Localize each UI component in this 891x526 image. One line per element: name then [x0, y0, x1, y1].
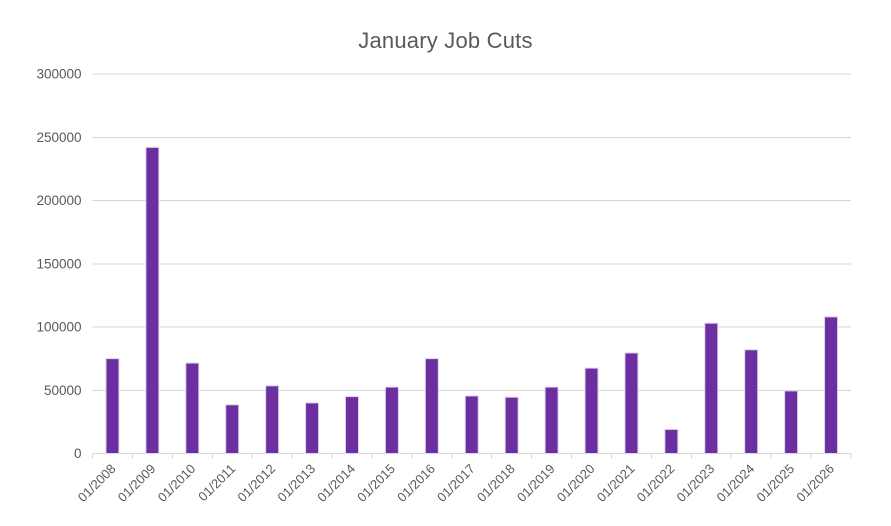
x-axis-tick-label: 01/2016: [394, 461, 438, 505]
bar-01/2009: [145, 146, 160, 454]
bar-01/2016: [424, 358, 439, 454]
x-axis-tick-label: 01/2017: [434, 461, 478, 505]
x-axis-tick-label: 01/2009: [115, 461, 159, 505]
x-axis-tick-label: 01/2014: [314, 461, 358, 505]
x-axis-tick-label: 01/2013: [274, 461, 318, 505]
x-axis-tick-label: 01/2015: [354, 461, 398, 505]
bar-01/2024: [744, 349, 759, 454]
bar-01/2019: [544, 386, 559, 454]
bar-01/2015: [384, 386, 399, 454]
bar-01/2013: [305, 402, 320, 454]
bar-01/2025: [784, 390, 799, 455]
x-axis-tick-label: 01/2023: [674, 461, 718, 505]
x-axis-tick-label: 01/2012: [234, 461, 278, 505]
bar-01/2014: [344, 396, 359, 455]
x-axis-tick-label: 01/2010: [155, 461, 199, 505]
bar-01/2021: [624, 352, 639, 454]
x-axis-tick-label: 01/2020: [554, 461, 598, 505]
y-axis-tick-label: 200000: [36, 193, 81, 208]
bar-01/2012: [265, 385, 280, 455]
y-axis-tick-label: 150000: [36, 256, 81, 271]
x-axis-tick-label: 01/2024: [713, 461, 757, 505]
bar-01/2008: [105, 358, 120, 454]
x-axis-tick-label: 01/2026: [793, 461, 837, 505]
bar-01/2020: [584, 367, 599, 454]
x-axis-tick-label: 01/2018: [474, 461, 518, 505]
x-axis-tick-label: 01/2022: [634, 461, 678, 505]
x-axis-tick-label: 01/2011: [195, 461, 238, 504]
bar-01/2026: [824, 316, 839, 454]
bar-01/2022: [664, 428, 679, 454]
y-axis-tick-label: 0: [74, 446, 82, 461]
x-axis-tick-label: 01/2019: [514, 461, 558, 505]
bar-01/2010: [185, 362, 200, 454]
y-axis-tick-label: 250000: [36, 130, 81, 145]
y-axis-tick-label: 50000: [44, 383, 82, 398]
bar-01/2023: [704, 322, 719, 454]
x-axis-tick-label: 01/2021: [594, 461, 638, 505]
bar-01/2011: [225, 404, 240, 454]
y-axis-tick-label: 300000: [36, 67, 81, 82]
bar-01/2018: [504, 396, 519, 454]
bar-01/2017: [464, 395, 479, 455]
x-axis-tick-label: 01/2008: [75, 461, 119, 505]
y-axis-tick-label: 100000: [36, 320, 81, 335]
x-axis-tick-label: 01/2025: [753, 461, 797, 505]
